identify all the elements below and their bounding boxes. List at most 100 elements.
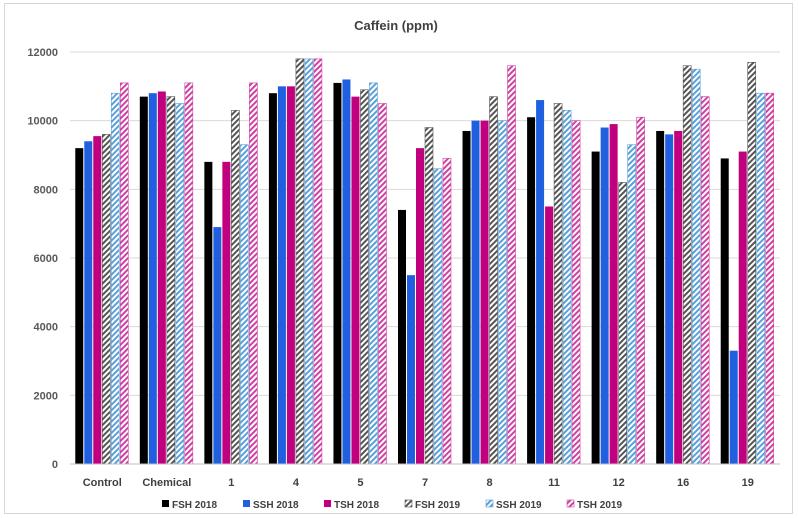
bar xyxy=(277,86,286,464)
chart-title: Caffein (ppm) xyxy=(354,18,438,33)
x-axis: Control Chemical 1 4 5 7 8 11 12 16 19 xyxy=(70,463,780,489)
legend-label: FSH 2019 xyxy=(415,500,460,511)
bar xyxy=(471,120,480,465)
bar xyxy=(369,82,378,465)
bar xyxy=(304,58,314,465)
bar xyxy=(489,96,498,465)
bar xyxy=(268,93,277,464)
x-tick-label: 1 xyxy=(228,477,234,489)
bars xyxy=(75,58,775,465)
bar xyxy=(480,120,489,465)
bar xyxy=(360,89,369,465)
bar xyxy=(313,58,323,465)
bar xyxy=(765,92,775,465)
bar xyxy=(295,58,305,465)
bar xyxy=(674,130,683,464)
bar xyxy=(691,68,701,465)
bar xyxy=(213,227,222,464)
y-tick-label: 8000 xyxy=(34,184,58,196)
y-axis: 0 2000 4000 6000 8000 10000 12000 xyxy=(27,47,58,471)
bar xyxy=(591,151,600,465)
x-tick-label: Chemical xyxy=(142,477,191,489)
legend-label: TSH 2019 xyxy=(577,500,622,511)
legend-swatch xyxy=(243,500,250,507)
bar xyxy=(462,130,471,464)
bar xyxy=(101,134,111,465)
legend-swatch xyxy=(485,499,494,508)
bar xyxy=(618,182,627,465)
y-tick-label: 0 xyxy=(52,459,58,471)
y-tick-label: 4000 xyxy=(34,322,58,334)
legend-swatch xyxy=(162,500,169,507)
legend-label: SSH 2019 xyxy=(496,500,542,511)
bar xyxy=(609,124,618,464)
x-tick-label: 16 xyxy=(677,477,689,489)
bar xyxy=(571,120,581,465)
bar xyxy=(184,82,194,465)
bar xyxy=(700,96,710,465)
bar xyxy=(738,151,747,465)
bar xyxy=(600,127,609,465)
bar xyxy=(378,103,387,465)
bar xyxy=(507,65,516,465)
x-tick-label: 19 xyxy=(742,477,754,489)
x-tick-label: Control xyxy=(83,477,122,489)
bar xyxy=(175,103,185,465)
bar xyxy=(527,117,536,464)
bar xyxy=(204,161,213,464)
bar xyxy=(416,148,424,464)
legend-swatch xyxy=(566,499,575,508)
bar xyxy=(636,116,645,465)
bar xyxy=(231,110,240,465)
bar xyxy=(433,168,443,465)
bar xyxy=(286,86,295,464)
legend-swatch xyxy=(324,500,331,507)
x-tick-label: 5 xyxy=(357,477,363,489)
bar xyxy=(157,91,166,464)
y-tick-label: 6000 xyxy=(34,253,58,265)
x-tick-label: 12 xyxy=(613,477,625,489)
x-tick-label: 4 xyxy=(293,477,300,489)
x-tick-label: 11 xyxy=(548,477,560,489)
bar xyxy=(342,79,351,464)
bar xyxy=(424,127,434,465)
bar xyxy=(627,144,636,465)
bar xyxy=(84,141,93,464)
bar xyxy=(498,120,507,465)
bar xyxy=(536,100,545,465)
legend-label: SSH 2018 xyxy=(253,500,299,511)
bar xyxy=(119,82,129,465)
x-tick-label: 7 xyxy=(422,477,428,489)
legend: FSH 2018 SSH 2018 TSH 2018 FSH 2019 SSH 2019… xyxy=(162,499,622,511)
bar xyxy=(665,134,674,464)
bar xyxy=(442,158,452,465)
bar xyxy=(729,350,738,464)
bar xyxy=(720,158,729,464)
bar xyxy=(398,209,406,464)
y-tick-label: 12000 xyxy=(27,47,58,59)
y-tick-label: 10000 xyxy=(27,116,58,128)
bar xyxy=(110,92,120,465)
bar xyxy=(75,148,84,464)
legend-label: FSH 2018 xyxy=(172,500,217,511)
bar xyxy=(139,96,148,464)
legend-label: TSH 2018 xyxy=(334,500,379,511)
bar xyxy=(222,161,231,464)
y-tick-label: 2000 xyxy=(34,390,58,402)
bar xyxy=(148,93,157,464)
bar xyxy=(682,65,692,465)
x-tick-label: 8 xyxy=(486,477,492,489)
bar xyxy=(249,82,258,465)
bar xyxy=(756,92,766,465)
bar xyxy=(545,206,554,464)
legend-swatch xyxy=(404,499,413,508)
bar xyxy=(240,144,249,465)
bar xyxy=(407,275,415,464)
bar xyxy=(93,136,102,464)
bar xyxy=(656,130,665,464)
bar xyxy=(351,96,360,464)
bar xyxy=(166,96,176,465)
bar xyxy=(747,61,757,465)
bar xyxy=(333,82,342,465)
